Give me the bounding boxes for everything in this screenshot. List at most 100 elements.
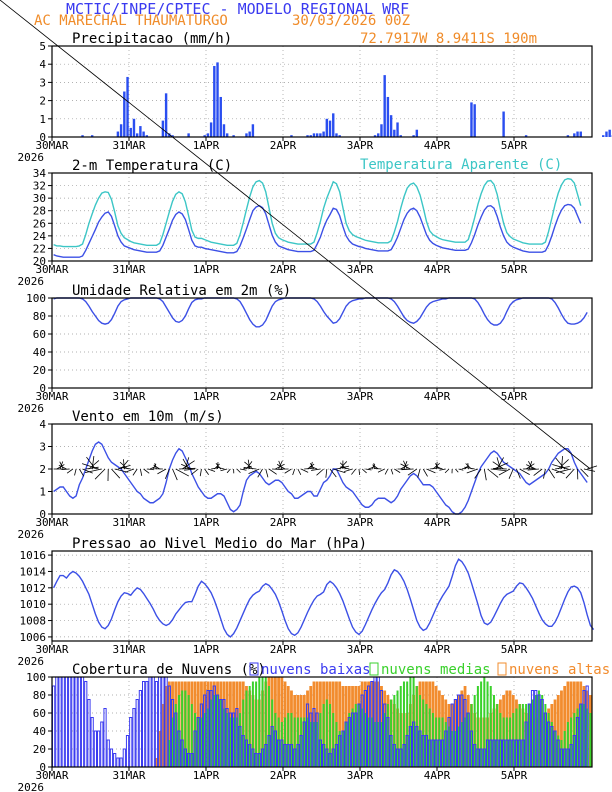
wind-arrow: [493, 462, 509, 470]
x-tick-label: 4APR: [424, 769, 451, 782]
x-tick-label: 2APR: [270, 643, 297, 656]
wind-arrow: [216, 466, 225, 470]
y-tick-label: 0: [39, 382, 46, 395]
cloud-mid-bar: [300, 717, 303, 767]
wind-arrow: [533, 468, 543, 476]
precip-bar: [573, 133, 576, 137]
y-tick-label: 1016: [20, 549, 47, 562]
cloud-low-bar: [71, 676, 75, 768]
wind-arrow: [78, 468, 85, 477]
cloud-mid-bar: [576, 708, 579, 767]
precip-bar: [129, 127, 132, 137]
precip-bar: [251, 124, 255, 137]
cloud-mid-bar: [483, 677, 486, 767]
cloud-high-bar: [161, 704, 165, 767]
precip-bar: [608, 129, 611, 137]
cloud-mid-bar: [554, 731, 557, 767]
y-tick-label: 5: [39, 40, 46, 53]
wind-arrow: [565, 468, 575, 479]
cloud-low-bar: [125, 735, 130, 768]
wind-arrow: [493, 468, 507, 470]
cloud-high-bar: [563, 686, 567, 767]
precip-bar: [312, 133, 316, 137]
x-tick-label: 2APR: [270, 516, 297, 529]
cloud-mid-bar: [168, 740, 171, 767]
wind-arrow: [88, 460, 100, 470]
y-tick-label: 100: [26, 671, 46, 684]
cloud-low-bar: [132, 708, 136, 768]
legend-swatch-3: [497, 662, 507, 676]
cloud-low-bar: [142, 681, 146, 768]
x-tick-label: 1APR: [193, 390, 220, 403]
chart-panel-5: 1006 1008 1010 1012 1014 1016 30MAR 31MAR 1APR 2A…: [18, 536, 595, 668]
y-tick-label: 80: [33, 689, 46, 702]
cloud-low-bar: [87, 699, 91, 768]
x-axis-year: 2026: [18, 528, 45, 541]
wind-arrow: [58, 464, 67, 470]
x-tick-label: 1APR: [193, 516, 220, 529]
wind-arrow: [496, 457, 501, 470]
x-tick-label: 5APR: [501, 516, 528, 529]
cloud-mid-bar: [531, 699, 534, 767]
cloud-mid-bar: [476, 686, 479, 767]
cloud-mid-bar: [197, 717, 200, 767]
precip-bar: [386, 96, 390, 137]
cloud-mid-bar: [515, 708, 518, 767]
cloud-high-bar: [164, 686, 168, 767]
x-tick-label: 4APR: [424, 139, 451, 152]
precip-bar: [383, 75, 386, 137]
cloud-mid-bar: [377, 722, 380, 767]
wind-arrow: [435, 466, 443, 470]
y-tick-label: 20: [33, 255, 46, 268]
panel-frame: [51, 45, 593, 138]
wind-arrow: [181, 460, 195, 470]
wind-arrow: [226, 468, 231, 474]
precip-bar: [206, 133, 210, 137]
cloud-mid-bar: [589, 713, 592, 767]
wind-arrow: [146, 468, 155, 471]
cloud-mid-bar: [547, 713, 550, 767]
cloud-mid-bar: [274, 713, 277, 767]
precip-bar: [325, 118, 329, 137]
wind-arrow: [149, 465, 157, 470]
cloud-high-bar: [556, 695, 560, 767]
cloud-mid-bar: [200, 717, 203, 767]
wind-arrow: [403, 460, 408, 470]
legend-swatch-1: [249, 662, 259, 676]
cloud-low-bar: [119, 757, 123, 768]
y-tick-label: 60: [33, 707, 46, 720]
y-tick-label: 28: [33, 205, 46, 218]
cloud-mid-bar: [566, 722, 569, 767]
cloud-mid-bar: [396, 690, 399, 767]
x-tick-label: 1APR: [193, 139, 220, 152]
cloud-low-bar: [138, 690, 143, 768]
wind-arrow: [220, 468, 228, 472]
wind-arrow: [247, 459, 251, 470]
cloud-mid-bar: [409, 677, 412, 767]
chart-panel-3: 0 20 40 60 80 100 30MAR 31MAR 1APR 2APR 3APR 4APR 5A…: [18, 283, 593, 415]
wind-arrow: [551, 468, 565, 475]
cloud-mid-bar: [383, 713, 386, 767]
wind-arrow: [548, 468, 556, 479]
wind-arrow: [487, 468, 499, 478]
y-tick-label: 2: [39, 95, 46, 108]
cloud-mid-bar: [502, 717, 505, 767]
y-tick-label: 1: [39, 113, 46, 126]
cloud-low-bar: [64, 676, 69, 768]
x-tick-label: 1APR: [193, 769, 220, 782]
y-tick-label: 1008: [20, 615, 47, 628]
legend-swatch-2: [369, 662, 379, 676]
legend-label-2: nuvens medias: [381, 662, 491, 678]
precip-bar: [322, 131, 325, 137]
x-tick-label: 2APR: [270, 263, 297, 276]
precip-bar: [605, 131, 608, 137]
cloud-mid-bar: [239, 713, 242, 767]
cloud-mid-bar: [194, 713, 197, 767]
x-tick-label: 30MAR: [35, 139, 68, 152]
wind-arrow: [384, 468, 389, 475]
cloud-mid-bar: [509, 717, 512, 767]
cloud-mid-bar: [560, 740, 563, 767]
x-tick-label: 5APR: [501, 769, 528, 782]
cloud-mid-bar: [293, 717, 296, 767]
